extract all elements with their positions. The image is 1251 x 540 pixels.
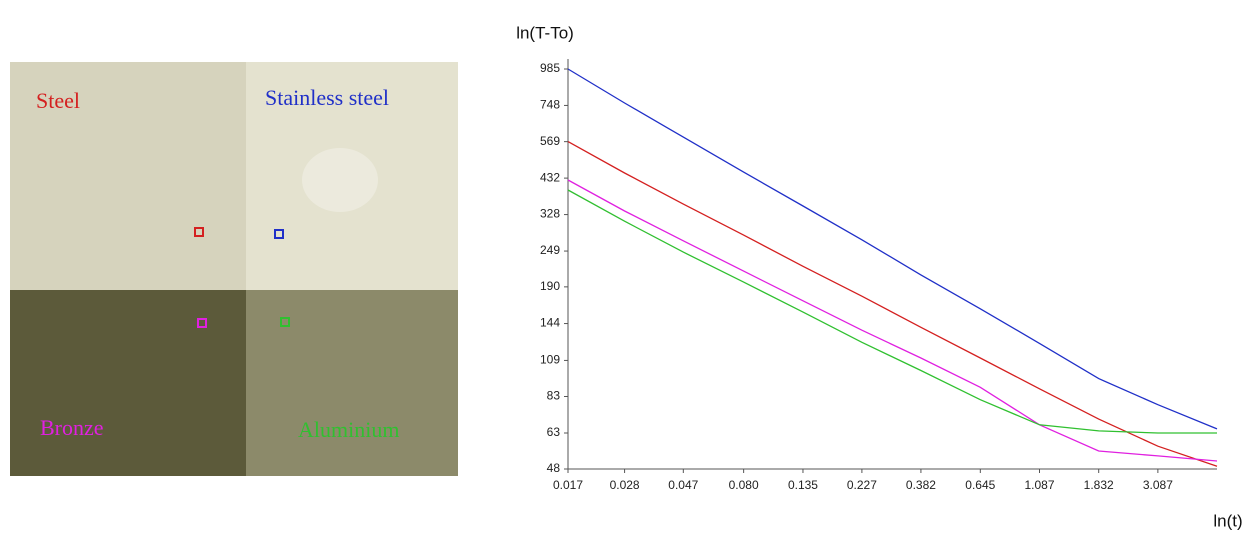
x-tick-label: 0.017 bbox=[553, 478, 583, 492]
probe bbox=[194, 227, 204, 237]
quadrant bbox=[10, 290, 246, 476]
y-tick-label: 328 bbox=[540, 207, 560, 221]
probe bbox=[197, 318, 207, 328]
photo-label: Aluminium bbox=[298, 417, 399, 442]
y-tick-label: 190 bbox=[540, 279, 560, 293]
photo: Steel Stainless steel Bronze Aluminium bbox=[10, 62, 458, 476]
series-line bbox=[567, 68, 1218, 430]
probe bbox=[274, 229, 284, 239]
y-axis-label: ln(T-To) bbox=[516, 23, 574, 42]
y-tick-label: 83 bbox=[547, 389, 561, 403]
y-tick-label: 569 bbox=[540, 134, 560, 148]
y-tick-label: 985 bbox=[540, 61, 560, 75]
y-tick-label: 144 bbox=[540, 316, 560, 330]
y-tick-label: 748 bbox=[540, 98, 560, 112]
series-line bbox=[567, 189, 1217, 434]
y-tick-label: 432 bbox=[540, 170, 560, 184]
quadrant bbox=[246, 290, 458, 476]
x-tick-label: 0.227 bbox=[847, 478, 877, 492]
glare bbox=[302, 148, 378, 212]
x-tick-label: 1.087 bbox=[1024, 478, 1054, 492]
series-line bbox=[567, 179, 1218, 462]
x-tick-label: 0.645 bbox=[965, 478, 995, 492]
quadrant bbox=[10, 62, 246, 290]
x-tick-label: 0.047 bbox=[668, 478, 698, 492]
y-tick-label: 109 bbox=[540, 353, 560, 367]
x-tick-label: 3.087 bbox=[1143, 478, 1173, 492]
photo-label: Steel bbox=[36, 88, 80, 113]
x-tick-label: 0.028 bbox=[610, 478, 640, 492]
y-tick-label: 249 bbox=[540, 243, 560, 257]
x-axis-label: ln(t) bbox=[1213, 511, 1242, 530]
photo-label: Stainless steel bbox=[265, 85, 389, 110]
x-tick-label: 0.382 bbox=[906, 478, 936, 492]
x-tick-label: 0.080 bbox=[729, 478, 759, 492]
y-tick-label: 63 bbox=[547, 425, 561, 439]
y-tick-label: 48 bbox=[547, 461, 561, 475]
x-tick-label: 0.135 bbox=[788, 478, 818, 492]
x-tick-label: 1.832 bbox=[1084, 478, 1114, 492]
plot: 985 748 569 432 328 249 190 144 109 83 63 48 0.017 0.… bbox=[540, 59, 1218, 492]
series-line bbox=[567, 141, 1218, 467]
photo-label: Bronze bbox=[40, 415, 104, 440]
probe bbox=[280, 317, 290, 327]
